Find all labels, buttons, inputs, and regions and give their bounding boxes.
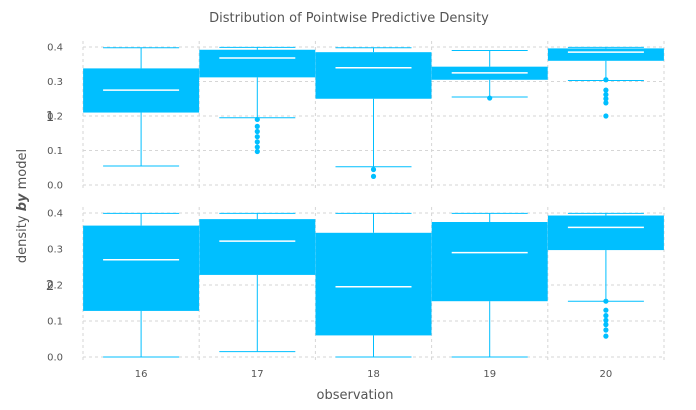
box-1-18 [315,52,432,99]
y-tick-label: 0.2 [47,281,63,292]
y-tick-label: 0.1 [47,317,63,328]
box-1-17 [199,49,316,78]
y-tick-label: 0.0 [47,353,63,364]
chart-title: Distribution of Pointwise Predictive Den… [209,11,489,26]
outlier-point [254,116,260,123]
y-tick-label: 0.4 [47,43,63,54]
x-tick-label: 20 [600,369,613,380]
outlier-point [254,128,260,135]
outlier-point [603,96,609,102]
y-tick-label: 0.1 [47,146,63,157]
y-tick-label: 0.3 [47,77,63,88]
outlier-point [603,77,609,83]
facet-label: 2 [46,279,54,294]
outlier-point [254,134,260,140]
outlier-point [603,327,609,333]
outlier-point [603,113,609,119]
outlier-point [603,313,609,319]
box-2-17 [199,219,316,275]
x-tick-label: 18 [367,369,380,380]
outlier-point [603,307,609,313]
y-tick-label: 0.3 [47,245,63,256]
outlier-point [254,139,260,145]
outlier-point [370,173,377,179]
y-axis-title: density by model [15,149,30,263]
outlier-point [254,123,260,129]
box-2-20 [547,215,664,251]
x-tick-label: 19 [483,369,496,380]
plot-area: 0.0 0.1 0.2 0.3 0.4 1 0.0 0.1 0.2 0.3 0.4 2 16 17 18 19… [46,41,665,380]
y-tick-label: 0.2 [47,112,63,123]
facet-label: 1 [46,110,54,125]
outlier-point [603,87,609,93]
box-2-16 [83,225,200,311]
y-tick-label: 0.0 [47,181,63,192]
outlier-point [603,322,609,328]
outlier-point [487,95,493,101]
y-tick-label: 0.4 [47,209,63,220]
y-axis-title-suffix: model [15,149,30,194]
box-2-19 [431,222,548,302]
outlier-point [254,144,260,150]
y-axis-title-emphasis: by [15,193,30,211]
outlier-point [603,317,609,323]
box-2-18 [315,232,432,336]
outlier-point [603,298,609,304]
box-1-20 [547,48,664,61]
y-axis-title-prefix: density [15,211,30,263]
outlier-point [254,148,260,155]
outlier-point [603,92,609,98]
outlier-point [370,166,377,173]
x-axis-title: observation [317,388,394,403]
x-tick-label: 16 [135,369,148,380]
x-tick-label: 17 [251,369,264,380]
outlier-point [603,100,609,106]
outlier-point [603,333,609,339]
